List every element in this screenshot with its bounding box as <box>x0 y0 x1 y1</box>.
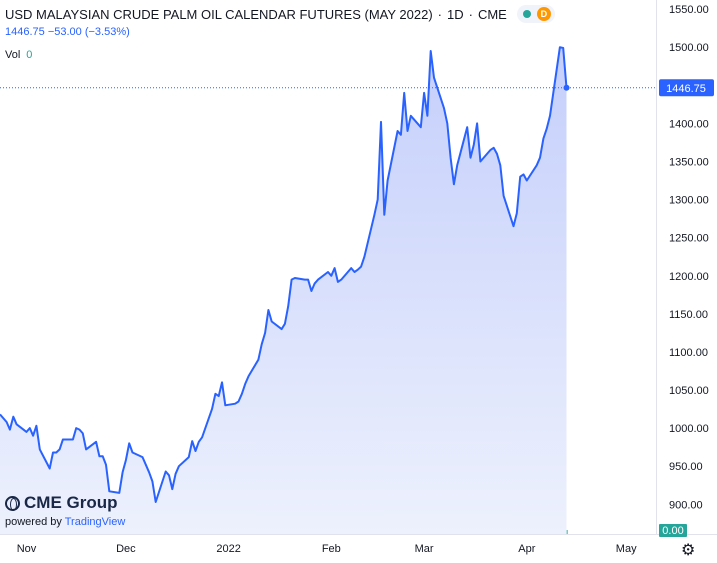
time-axis: Nov Dec 2022 Feb Mar Apr May <box>17 543 637 555</box>
price-line <box>0 46 568 503</box>
time-tick-label: Feb <box>322 543 341 555</box>
volume-legend: Vol 0 <box>5 49 32 61</box>
price-axis: 900.00 950.00 1000.00 1050.00 1100.00 1150.00… <box>669 4 709 511</box>
gear-icon[interactable]: ⚙ <box>681 542 696 559</box>
price-tick-label: 1350.00 <box>669 157 709 169</box>
time-tick-label: Nov <box>17 543 37 555</box>
cme-group-logo[interactable]: CME Group <box>5 493 118 513</box>
last-price-label: 1446.75 <box>666 83 706 95</box>
chart-header: USD MALAYSIAN CRUDE PALM OIL CALENDAR FU… <box>5 5 555 23</box>
price-tick-label: 1000.00 <box>669 423 709 435</box>
time-tick-label: May <box>616 543 637 555</box>
price-tick-label: 1200.00 <box>669 271 709 283</box>
powered-by[interactable]: powered by TradingView <box>5 516 125 528</box>
time-tick-label: Dec <box>116 543 136 555</box>
volume-label: Vol <box>5 49 21 61</box>
header-separator: · <box>468 6 473 22</box>
price-tick-label: 1050.00 <box>669 385 709 397</box>
powered-by-label: powered by <box>5 516 62 528</box>
price-tick-label: 1550.00 <box>669 4 709 16</box>
price-tick-label: 900.00 <box>669 499 703 511</box>
price-tick-label: 1150.00 <box>669 309 708 321</box>
last-price-dot <box>563 84 570 91</box>
price-change: 1446.75 −53.00 (−3.53%) <box>5 26 130 38</box>
last-price-tag: 1446.75 <box>659 79 714 97</box>
symbol-title[interactable]: USD MALAYSIAN CRUDE PALM OIL CALENDAR FU… <box>5 6 433 22</box>
price-tick-label: 1250.00 <box>669 233 709 245</box>
tradingview-link[interactable]: TradingView <box>64 516 126 528</box>
price-tick-label: 1500.00 <box>669 42 709 54</box>
price-tick-label: 1400.00 <box>669 118 709 130</box>
market-status-pill[interactable]: D <box>516 5 555 23</box>
time-tick-label: Mar <box>415 543 434 555</box>
exchange-label: CME <box>477 6 507 22</box>
header-separator: · <box>437 6 442 22</box>
time-tick-label: Apr <box>518 543 535 555</box>
delayed-data-badge: D <box>536 7 551 21</box>
interval-label[interactable]: 1D <box>447 6 464 22</box>
time-tick-label: 2022 <box>216 543 240 555</box>
logo-text: CME Group <box>24 493 118 512</box>
price-tick-label: 1300.00 <box>669 195 709 207</box>
price-tick-label: 1100.00 <box>669 347 708 359</box>
volume-value: 0 <box>26 49 33 61</box>
globe-icon <box>5 495 20 511</box>
volume-last-label: 0.00 <box>662 525 683 537</box>
volume-tag: 0.00 <box>659 524 687 537</box>
market-open-icon <box>522 10 531 18</box>
price-tick-label: 950.00 <box>669 461 703 473</box>
price-area <box>0 47 567 534</box>
